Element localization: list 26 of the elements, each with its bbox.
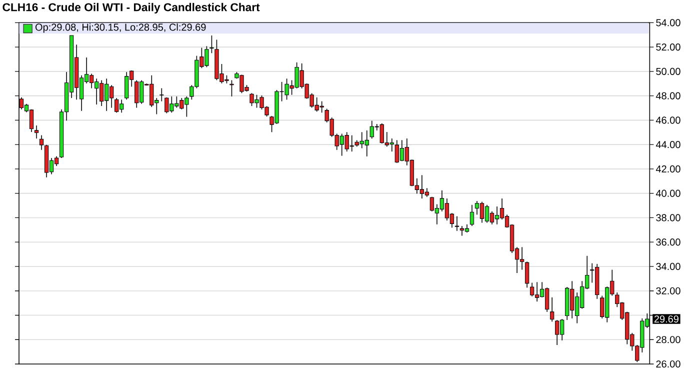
text: 29.69 [654, 315, 678, 323]
candlestick [34, 125, 39, 139]
candlestick [230, 80, 234, 97]
y-tick-label: 48.00 [656, 92, 680, 100]
y-tick-label: 54.00 [656, 19, 680, 26]
y-tick-label: 38.00 [656, 214, 680, 222]
y-tick-label: 32.00 [656, 287, 680, 294]
y-tick-label: 44.00 [656, 141, 680, 148]
candlestick [524, 261, 530, 288]
candlestick [550, 296, 554, 322]
y-tick-label: 34.00 [656, 262, 680, 270]
annotation: Op:29.08, Hi:30.15, Lo:28.95, Cl:29.69 [35, 23, 206, 33]
candlestick [160, 88, 164, 102]
y-tick-label: 28.00 [656, 336, 680, 344]
chart-title: CLH16 - Crude Oil WTI - Daily Candlestick Chart [2, 2, 260, 14]
y-tick-label: 52.00 [656, 44, 680, 51]
y-tick-label: 26.00 [656, 360, 680, 368]
candlestick [39, 134, 44, 150]
y-tick-label: 42.00 [656, 165, 680, 172]
candlestick [210, 35, 214, 54]
candlestick [470, 204, 474, 226]
y-tick-label: 46.00 [656, 116, 680, 124]
y-tick-label: 40.00 [656, 190, 680, 197]
candlestick [454, 216, 460, 232]
y-tick-label: 50.00 [656, 68, 680, 75]
y-tick-label: 36.00 [656, 238, 680, 246]
